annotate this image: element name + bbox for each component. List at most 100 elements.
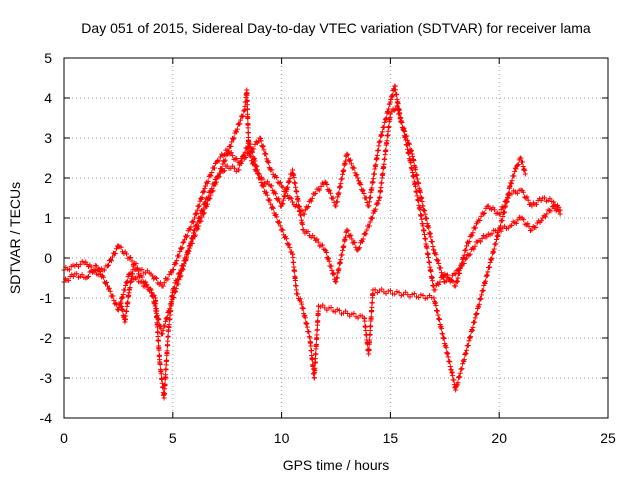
trace-point (103, 263, 109, 269)
x-axis-title: GPS time / hours (283, 457, 390, 473)
trace-point (373, 162, 379, 168)
trace-point (70, 262, 76, 268)
trace-point (366, 346, 372, 352)
trace-point (362, 318, 368, 324)
trace-point (334, 275, 340, 281)
trace-point (160, 331, 166, 337)
trace-point (223, 147, 229, 153)
trace-point (358, 182, 364, 188)
trace-point (454, 279, 460, 285)
trace-point (182, 237, 188, 243)
trace-point (276, 196, 282, 202)
trace-point (318, 183, 324, 189)
trace-point (511, 173, 517, 179)
trace-point (313, 342, 319, 348)
trace-point (239, 114, 245, 120)
trace-point (382, 116, 388, 122)
trace-point (419, 216, 425, 222)
data-point (289, 199, 295, 205)
trace-point (485, 269, 491, 275)
trace-point (447, 363, 453, 369)
trace-point (343, 234, 349, 240)
trace-point (234, 156, 240, 162)
trace-point (369, 300, 375, 306)
trace-point (359, 313, 365, 319)
trace-point (216, 174, 222, 180)
trace-point (245, 115, 251, 121)
trace-point (193, 222, 199, 228)
trace-point (470, 324, 476, 330)
trace-point (165, 333, 171, 339)
y-tick-label: -3 (40, 370, 53, 386)
trace-point (438, 265, 444, 271)
trace-point (176, 253, 182, 259)
trace-point (153, 306, 159, 312)
trace-point (319, 242, 325, 248)
trace-point (77, 261, 83, 267)
trace-point (274, 214, 280, 220)
trace-point (279, 200, 285, 206)
trace-point (176, 270, 182, 276)
trace-point (267, 197, 273, 203)
trace-point (199, 214, 205, 220)
trace-point (269, 183, 275, 189)
trace-point (240, 113, 246, 119)
trace-point (236, 167, 242, 173)
trace-point (378, 185, 384, 191)
trace-point (95, 272, 101, 278)
trace-point (315, 239, 321, 245)
trace-point (245, 106, 251, 112)
trace-point (334, 199, 340, 205)
trace-point (188, 224, 194, 230)
trace-point (277, 179, 283, 185)
trace-point (458, 262, 464, 268)
trace-point (542, 195, 548, 201)
trace-point (305, 203, 311, 209)
trace-point (295, 291, 301, 297)
trace-point (215, 173, 221, 179)
trace-point (429, 278, 435, 284)
trace-point (119, 294, 125, 300)
trace-point (369, 185, 375, 191)
trace-point (143, 279, 149, 285)
trace-point (225, 148, 231, 154)
trace-point (292, 180, 298, 186)
trace-point (493, 241, 499, 247)
trace-point (441, 335, 447, 341)
trace-point (377, 138, 383, 144)
trace-point (328, 305, 334, 311)
trace-point (429, 295, 435, 301)
trace-point (258, 135, 264, 141)
trace-point (455, 275, 461, 281)
trace-point (291, 175, 297, 181)
trace-point (347, 158, 353, 164)
trace-point (125, 299, 131, 305)
trace-point (514, 162, 520, 168)
trace-point (261, 183, 267, 189)
trace-point (290, 255, 296, 261)
trace-point (336, 190, 342, 196)
trace-point (313, 351, 319, 357)
trace-point (339, 176, 345, 182)
trace-point (124, 251, 130, 257)
trace-point (239, 158, 245, 164)
trace-point (372, 287, 378, 293)
trace-point (118, 244, 124, 250)
trace-point (168, 308, 174, 314)
trace-point (451, 377, 457, 383)
trace-point (304, 324, 310, 330)
trace-point (207, 172, 213, 178)
trace-point (520, 189, 526, 195)
trace-point (500, 214, 506, 219)
trace-point (157, 362, 163, 368)
trace-point (160, 327, 166, 333)
trace-point (409, 165, 415, 171)
trace-point (368, 323, 374, 329)
trace-point (282, 193, 288, 199)
trace-point (375, 147, 381, 153)
y-tick-label: 5 (44, 50, 52, 66)
trace-point (472, 243, 478, 249)
trace-point (517, 155, 523, 161)
trace-point (468, 334, 474, 340)
